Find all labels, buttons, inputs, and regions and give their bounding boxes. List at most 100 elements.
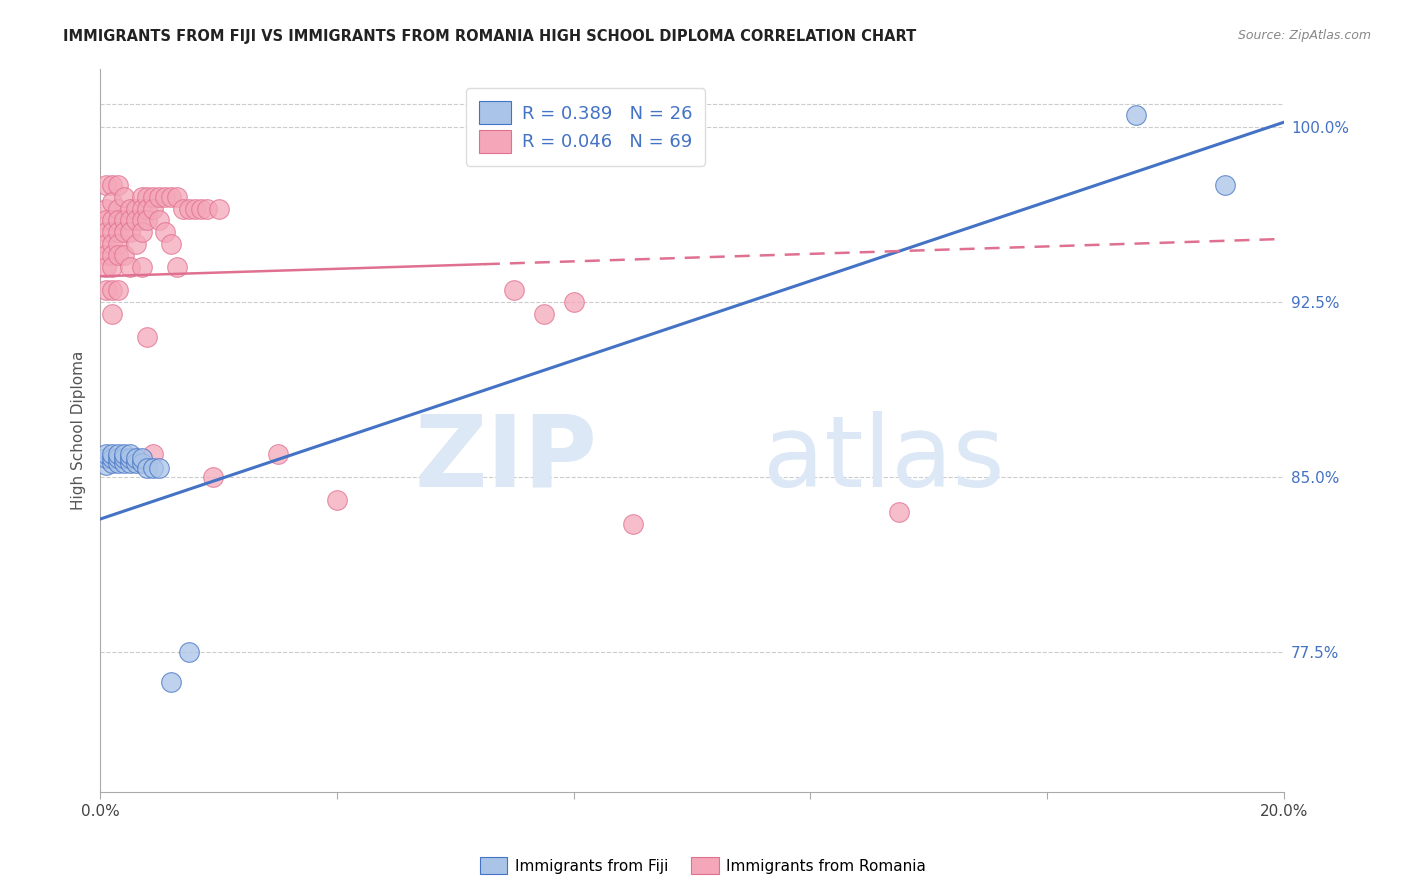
Point xyxy=(172,202,194,216)
Point xyxy=(131,225,153,239)
Point xyxy=(166,190,188,204)
Point xyxy=(94,225,117,239)
Point xyxy=(142,202,165,216)
Point xyxy=(136,190,159,204)
Point xyxy=(112,213,135,227)
Point xyxy=(533,307,555,321)
Point xyxy=(94,248,117,262)
Point xyxy=(112,447,135,461)
Point xyxy=(112,451,135,466)
Point xyxy=(136,330,159,344)
Point xyxy=(107,447,129,461)
Point xyxy=(107,225,129,239)
Point xyxy=(107,283,129,297)
Point xyxy=(621,516,644,531)
Text: atlas: atlas xyxy=(763,411,1005,508)
Point xyxy=(107,451,129,466)
Point xyxy=(142,460,165,475)
Point xyxy=(94,202,117,216)
Point xyxy=(136,460,159,475)
Point xyxy=(118,225,141,239)
Y-axis label: High School Diploma: High School Diploma xyxy=(72,351,86,510)
Point xyxy=(207,202,229,216)
Point xyxy=(118,451,141,466)
Point xyxy=(166,260,188,274)
Point xyxy=(267,447,290,461)
Point xyxy=(118,260,141,274)
Point xyxy=(94,447,117,461)
Point xyxy=(160,190,183,204)
Point xyxy=(124,236,146,251)
Point xyxy=(201,470,224,484)
Point xyxy=(155,225,177,239)
Point xyxy=(112,456,135,470)
Point xyxy=(94,236,117,251)
Point xyxy=(136,202,159,216)
Text: ZIP: ZIP xyxy=(415,411,598,508)
Point xyxy=(118,447,141,461)
Point xyxy=(112,225,135,239)
Point xyxy=(101,194,124,209)
Point xyxy=(101,260,124,274)
Text: Source: ZipAtlas.com: Source: ZipAtlas.com xyxy=(1237,29,1371,42)
Point xyxy=(1213,178,1236,193)
Point xyxy=(118,213,141,227)
Point xyxy=(326,493,349,508)
Point xyxy=(118,456,141,470)
Point xyxy=(107,236,129,251)
Point xyxy=(94,283,117,297)
Point xyxy=(131,202,153,216)
Point xyxy=(107,248,129,262)
Text: IMMIGRANTS FROM FIJI VS IMMIGRANTS FROM ROMANIA HIGH SCHOOL DIPLOMA CORRELATION : IMMIGRANTS FROM FIJI VS IMMIGRANTS FROM … xyxy=(63,29,917,44)
Point xyxy=(148,213,170,227)
Point xyxy=(112,248,135,262)
Legend: Immigrants from Fiji, Immigrants from Romania: Immigrants from Fiji, Immigrants from Ro… xyxy=(474,851,932,880)
Point xyxy=(142,447,165,461)
Point xyxy=(136,213,159,227)
Point xyxy=(160,675,183,690)
Point xyxy=(94,451,117,466)
Point xyxy=(101,307,124,321)
Point xyxy=(112,190,135,204)
Point xyxy=(107,213,129,227)
Point xyxy=(94,458,117,473)
Point xyxy=(101,283,124,297)
Point xyxy=(142,190,165,204)
Point xyxy=(131,190,153,204)
Legend: R = 0.389   N = 26, R = 0.046   N = 69: R = 0.389 N = 26, R = 0.046 N = 69 xyxy=(465,88,704,166)
Point xyxy=(889,505,911,519)
Point xyxy=(195,202,218,216)
Point xyxy=(148,460,170,475)
Point xyxy=(118,202,141,216)
Point xyxy=(101,236,124,251)
Point xyxy=(101,451,124,466)
Point xyxy=(124,456,146,470)
Point xyxy=(131,213,153,227)
Point xyxy=(131,456,153,470)
Point xyxy=(160,236,183,251)
Point xyxy=(177,202,200,216)
Point xyxy=(107,456,129,470)
Point xyxy=(562,295,585,310)
Point xyxy=(107,202,129,216)
Point xyxy=(101,213,124,227)
Point xyxy=(94,260,117,274)
Point xyxy=(503,283,526,297)
Point xyxy=(148,190,170,204)
Point xyxy=(107,178,129,193)
Point xyxy=(1125,108,1147,122)
Point xyxy=(190,202,212,216)
Point xyxy=(94,213,117,227)
Point xyxy=(155,190,177,204)
Point xyxy=(124,202,146,216)
Point xyxy=(101,248,124,262)
Point xyxy=(124,213,146,227)
Point xyxy=(94,178,117,193)
Point xyxy=(101,178,124,193)
Point xyxy=(131,260,153,274)
Point xyxy=(124,451,146,466)
Point xyxy=(131,451,153,466)
Point xyxy=(177,645,200,659)
Point xyxy=(101,456,124,470)
Point xyxy=(184,202,207,216)
